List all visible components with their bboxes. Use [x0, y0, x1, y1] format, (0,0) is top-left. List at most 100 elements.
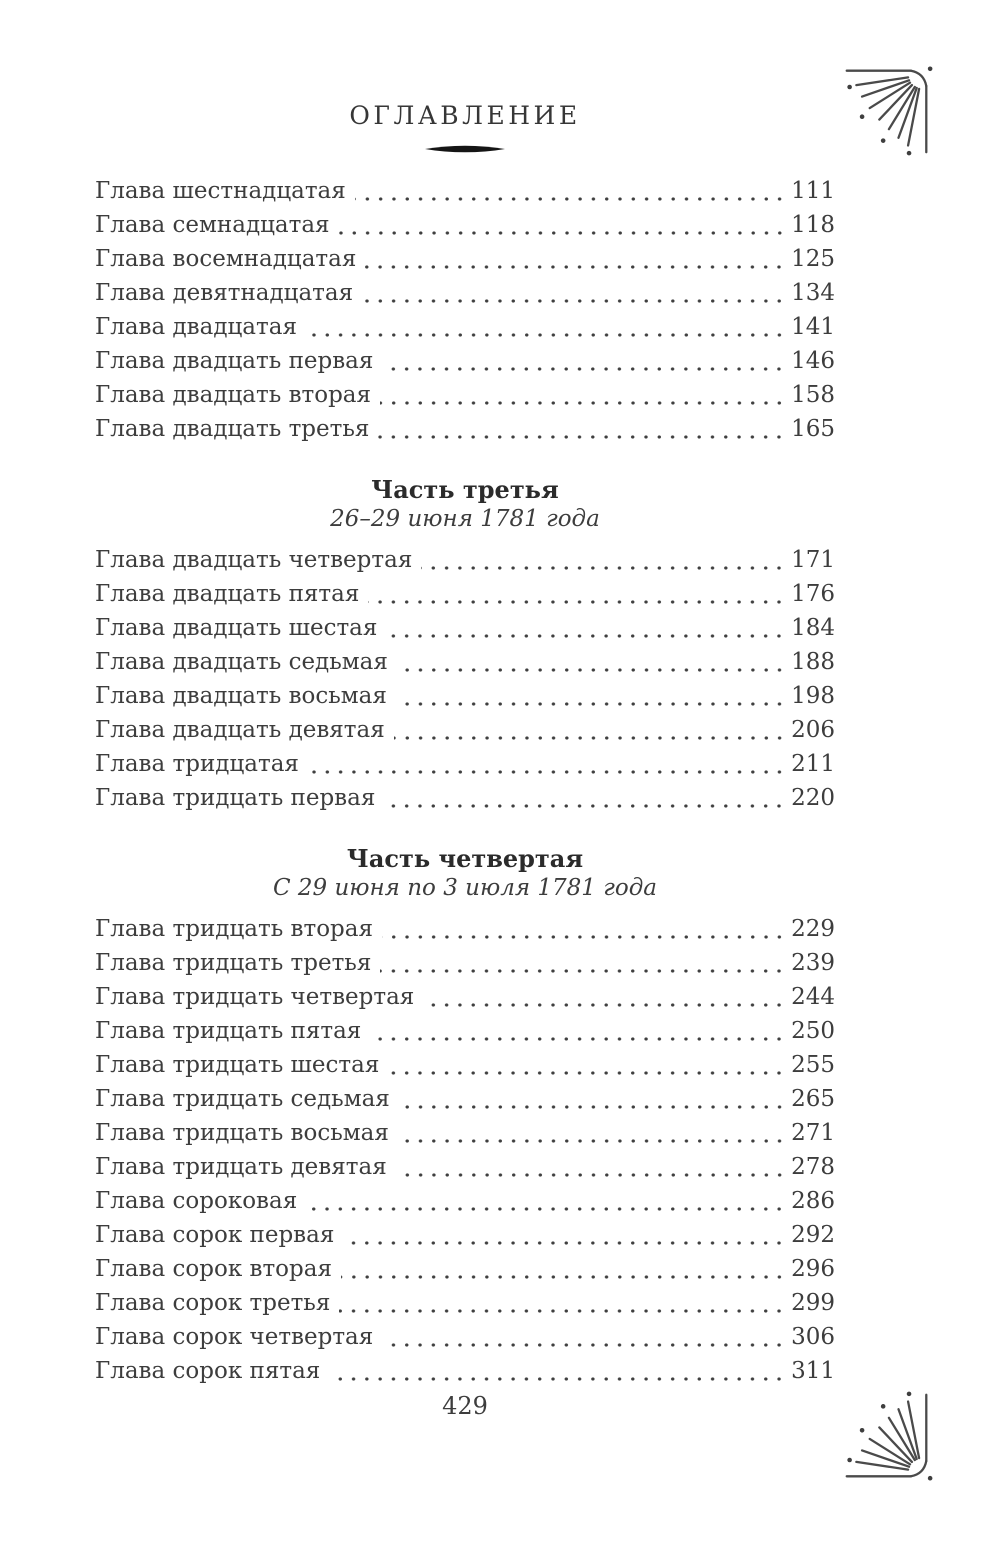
dot-leader [421, 543, 786, 577]
toc-entry: Глава сорок четвертая 306 [95, 1320, 835, 1354]
dot-leader [307, 747, 786, 781]
chapter-page-number: 198 [791, 683, 835, 709]
chapter-label: Глава двадцать седьмая [95, 649, 388, 675]
dot-leader [397, 1116, 786, 1150]
chapter-label: Глава шестнадцатая [95, 178, 346, 204]
toc-entry: Глава сорок вторая 296 [95, 1252, 835, 1286]
chapter-page-number: 239 [791, 950, 835, 976]
toc-entry: Глава тридцать четвертая 244 [95, 980, 835, 1014]
dot-leader [380, 378, 786, 412]
dot-leader [354, 174, 786, 208]
toc-entry: Глава двадцать вторая 158 [95, 378, 835, 412]
dot-leader [329, 1354, 786, 1388]
toc-entry: Глава шестнадцатая 111 [95, 174, 835, 208]
toc-entry: Глава тридцать девятая 278 [95, 1150, 835, 1184]
chapter-label: Глава тридцать первая [95, 785, 376, 811]
chapter-page-number: 299 [791, 1290, 835, 1316]
dot-leader [382, 912, 786, 946]
chapter-page-number: 206 [791, 717, 835, 743]
chapter-label: Глава двадцатая [95, 314, 297, 340]
corner-sunburst-ornament-bottom-icon [845, 1391, 933, 1481]
chapter-label: Глава двадцать вторая [95, 382, 372, 408]
toc-entry: Глава восемнадцатая 125 [95, 242, 835, 276]
chapter-page-number: 255 [791, 1052, 835, 1078]
dot-leader [393, 713, 786, 747]
dot-leader [398, 1082, 786, 1116]
toc-entry: Глава тридцать восьмая 271 [95, 1116, 835, 1150]
chapter-page-number: 111 [791, 178, 835, 204]
toc-entry: Глава тридцать вторая 229 [95, 912, 835, 946]
dot-leader [396, 645, 786, 679]
chapter-label: Глава двадцать пятая [95, 581, 360, 607]
chapter-page-number: 250 [791, 1018, 835, 1044]
chapter-label: Глава тридцать четвертая [95, 984, 415, 1010]
folio-page-number: 429 [442, 1392, 488, 1420]
page-title: ОГЛАВЛЕНИЕ [349, 101, 581, 130]
toc-entry: Глава семнадцатая 118 [95, 208, 835, 242]
dot-leader [378, 412, 786, 446]
section-subtitle: С 29 июня по 3 июля 1781 года [272, 875, 657, 901]
chapter-page-number: 278 [791, 1154, 835, 1180]
chapter-page-number: 265 [791, 1086, 835, 1112]
chapter-label: Глава тридцать шестая [95, 1052, 380, 1078]
chapter-label: Глава тридцать вторая [95, 916, 373, 942]
toc-entry: Глава тридцать седьмая 265 [95, 1082, 835, 1116]
chapter-label: Глава двадцать третья [95, 416, 370, 442]
corner-sunburst-ornament-top-icon [845, 66, 933, 156]
chapter-page-number: 311 [791, 1358, 835, 1384]
dot-leader [380, 946, 786, 980]
toc-entry: Глава тридцатая 211 [95, 747, 835, 781]
chapter-page-number: 306 [791, 1324, 835, 1350]
toc-entry: Глава сорок первая 292 [95, 1218, 835, 1252]
toc-entry: Глава двадцать девятая 206 [95, 713, 835, 747]
toc-entry: Глава тридцать шестая 255 [95, 1048, 835, 1082]
chapter-label: Глава сороковая [95, 1188, 298, 1214]
chapter-label: Глава тридцать девятая [95, 1154, 387, 1180]
dot-leader [388, 1048, 786, 1082]
dot-leader [384, 781, 786, 815]
toc-entry: Глава двадцать третья 165 [95, 412, 835, 446]
toc-entry: Глава тридцать пятая 250 [95, 1014, 835, 1048]
chapter-label: Глава восемнадцатая [95, 246, 357, 272]
chapter-page-number: 184 [791, 615, 835, 641]
chapter-label: Глава сорок третья [95, 1290, 331, 1316]
chapter-page-number: 220 [791, 785, 835, 811]
dot-leader [339, 1286, 786, 1320]
chapter-label: Глава двадцать шестая [95, 615, 378, 641]
chapter-label: Глава сорок пятая [95, 1358, 321, 1384]
chapter-page-number: 141 [791, 314, 835, 340]
chapter-page-number: 134 [791, 280, 835, 306]
dot-leader [305, 310, 786, 344]
chapter-label: Глава тридцатая [95, 751, 299, 777]
toc-entry: Глава двадцать четвертая 171 [95, 543, 835, 577]
toc-entry: Глава сороковая 286 [95, 1184, 835, 1218]
dot-leader [362, 276, 786, 310]
toc-entry: Глава двадцать пятая 176 [95, 577, 835, 611]
dot-leader [368, 577, 786, 611]
chapter-label: Глава двадцать первая [95, 348, 374, 374]
chapter-label: Глава двадцать четвертая [95, 547, 413, 573]
chapter-label: Глава сорок четвертая [95, 1324, 374, 1350]
toc-entry: Глава двадцать шестая 184 [95, 611, 835, 645]
section-heading: Часть четвертая [346, 844, 584, 873]
dot-leader [343, 1218, 786, 1252]
toc-entry: Глава двадцать первая 146 [95, 344, 835, 378]
dot-leader [338, 208, 786, 242]
chapter-label: Глава семнадцатая [95, 212, 330, 238]
chapter-page-number: 296 [791, 1256, 835, 1282]
dot-leader [423, 980, 786, 1014]
dot-leader [340, 1252, 786, 1286]
chapter-label: Глава сорок вторая [95, 1256, 332, 1282]
toc-entry: Глава двадцать восьмая 198 [95, 679, 835, 713]
title-divider [95, 144, 835, 154]
chapter-label: Глава двадцать девятая [95, 717, 385, 743]
chapter-label: Глава сорок первая [95, 1222, 335, 1248]
chapter-page-number: 158 [791, 382, 835, 408]
toc-entry: Глава девятнадцатая 134 [95, 276, 835, 310]
dot-leader [395, 679, 786, 713]
toc-section: Часть третья 26–29 июня 1781 года Глава дв… [95, 476, 835, 815]
toc-entry: Глава сорок пятая 311 [95, 1354, 835, 1388]
dot-leader [382, 1320, 786, 1354]
chapter-page-number: 286 [791, 1188, 835, 1214]
toc-entry: Глава тридцать третья 239 [95, 946, 835, 980]
